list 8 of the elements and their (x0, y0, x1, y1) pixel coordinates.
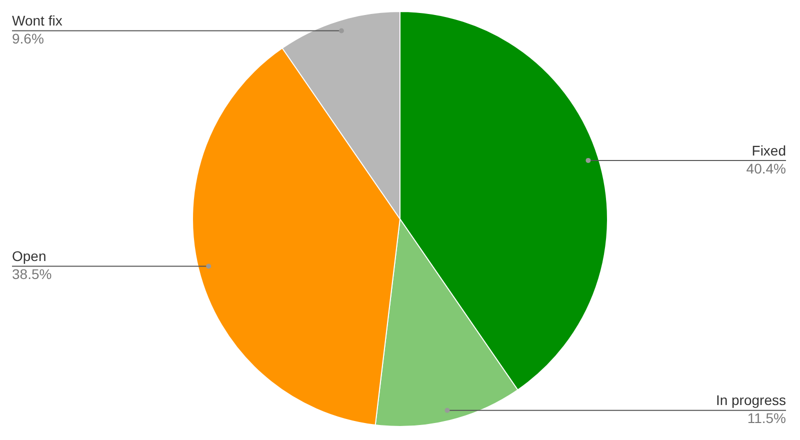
data-label: 40.4% (746, 160, 786, 176)
slice-label: In progress (716, 392, 786, 408)
slice-label: Open (12, 248, 46, 264)
slice-label: Fixed (752, 142, 786, 158)
data-label: 38.5% (12, 266, 52, 282)
data-label: 11.5% (747, 410, 786, 426)
slice-label: Wont fix (12, 12, 62, 29)
data-label: 9.6% (12, 30, 44, 47)
